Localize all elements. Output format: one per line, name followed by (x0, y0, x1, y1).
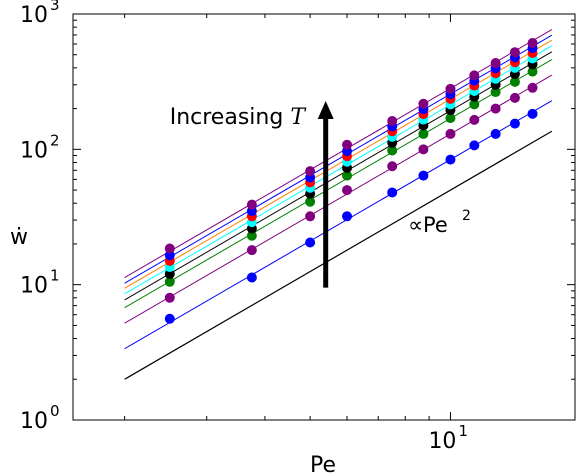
fit-line-0 (124, 100, 553, 350)
data-point-s7-9 (509, 47, 520, 58)
data-point-s0-0 (164, 313, 175, 324)
data-point-s2-6 (445, 113, 456, 124)
y-axis-label: ẇ (10, 225, 28, 250)
data-point-s1-4 (387, 161, 398, 172)
data-point-s2-7 (469, 99, 480, 110)
data-point-s1-8 (490, 103, 501, 114)
fit-line-3 (124, 51, 553, 301)
data-point-s0-5 (418, 170, 429, 181)
fit-line-7 (124, 29, 553, 279)
data-point-s1-7 (469, 114, 480, 125)
reference-line-label: ∝Pe (408, 213, 448, 237)
plot-area-frame (72, 13, 576, 421)
increasing-arrow-head (317, 100, 334, 119)
data-point-s7-4 (387, 115, 398, 126)
data-point-s1-1 (246, 245, 257, 256)
data-point-s7-2 (305, 166, 316, 177)
data-point-s7-10 (527, 38, 538, 49)
data-point-s2-2 (305, 196, 316, 207)
fit-line-2 (124, 59, 553, 309)
data-point-s1-5 (418, 144, 429, 155)
data-point-s1-2 (305, 211, 316, 222)
data-point-s0-2 (305, 237, 316, 248)
y-tick-label: 10 (20, 3, 48, 28)
data-point-s0-8 (490, 128, 501, 139)
data-point-s0-3 (342, 211, 353, 222)
data-point-s2-0 (164, 276, 175, 287)
y-tick-label-exp: 1 (50, 267, 60, 285)
data-point-s7-1 (246, 199, 257, 210)
data-point-s2-5 (418, 128, 429, 139)
x-tick-label: 10 (428, 429, 456, 454)
axes: 10 110 010 110 210 3 (20, 0, 575, 454)
reference-line-label-exp: 2 (462, 208, 471, 224)
y-tick-label: 10 (20, 138, 48, 163)
data-point-s3-0 (164, 268, 175, 279)
data-point-s0-9 (509, 118, 520, 129)
fit-line-5 (124, 39, 553, 289)
data-point-s2-4 (387, 145, 398, 156)
data-point-s2-9 (509, 76, 520, 87)
data-point-s1-3 (342, 185, 353, 196)
x-tick-label-exp: 1 (458, 422, 468, 440)
y-tick-label-exp: 0 (50, 402, 60, 420)
data-point-s1-9 (509, 92, 520, 103)
data-point-s2-8 (490, 87, 501, 98)
data-point-s0-7 (469, 140, 480, 151)
data-point-s7-3 (342, 139, 353, 150)
data-point-s0-6 (445, 154, 456, 165)
fit-line-1 (124, 74, 553, 324)
reference-line (124, 130, 553, 380)
fit-line-6 (124, 34, 553, 284)
data-point-s2-1 (246, 230, 257, 241)
x-axis-label: Pe (310, 453, 336, 476)
y-tick-label-exp: 3 (50, 0, 60, 14)
y-tick-label: 10 (20, 409, 48, 434)
data-point-s0-10 (527, 108, 538, 119)
data-point-s7-8 (490, 58, 501, 69)
data-point-s7-7 (469, 70, 480, 81)
fit-line-4 (124, 45, 553, 295)
chart-marks (124, 29, 553, 380)
data-point-s7-6 (445, 83, 456, 94)
y-tick-label: 10 (20, 274, 48, 299)
data-point-s0-1 (246, 272, 257, 283)
increasing-annotation: Increasing T (170, 105, 308, 130)
annotations: Increasing T ∝Pe 2 (170, 100, 471, 288)
y-tick-label-exp: 2 (50, 131, 60, 149)
data-point-s1-6 (445, 128, 456, 139)
data-point-s2-3 (342, 170, 353, 181)
data-point-s2-10 (527, 66, 538, 77)
data-point-s1-0 (164, 292, 175, 303)
data-point-s7-5 (418, 98, 429, 109)
data-point-s7-0 (164, 243, 175, 254)
data-point-s0-4 (387, 187, 398, 198)
data-point-s1-10 (527, 82, 538, 93)
